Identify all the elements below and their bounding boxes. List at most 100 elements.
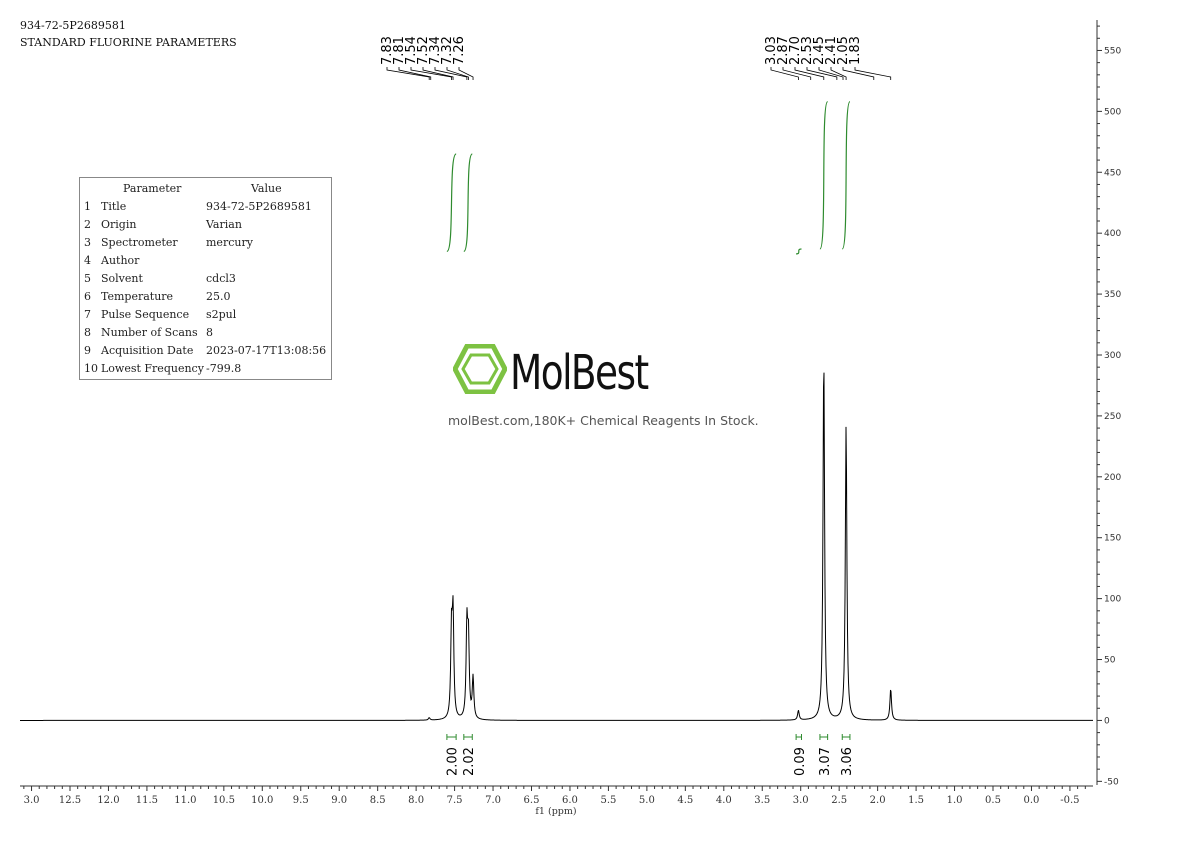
peak-label: 7.83 (380, 36, 395, 65)
parameter-row: 8 Number of Scans 8 (80, 324, 331, 342)
peak-label: 2.87 (776, 36, 791, 65)
param-name: Acquisition Date (101, 344, 194, 357)
integral-bracket (819, 734, 829, 740)
peak-label-leader (446, 67, 469, 80)
integral-label: 3.07 (818, 747, 833, 776)
spectrum-line (20, 372, 1093, 721)
peak-label-leader (830, 67, 847, 80)
parameter-row: 2 Origin Varian (80, 216, 331, 234)
y-tick-label: 0 (1104, 716, 1110, 726)
x-tick-label: 1.5 (908, 795, 924, 806)
peak-label-leader (422, 67, 454, 80)
y-tick-label: 150 (1104, 534, 1121, 544)
row-number: 5 (84, 272, 91, 285)
peak-label: 7.52 (416, 36, 431, 65)
param-value: 8 (206, 326, 213, 339)
x-tick-label: 5.5 (600, 795, 616, 806)
parameter-row: 9 Acquisition Date 2023-07-17T13:08:56 (80, 342, 331, 360)
y-tick-label: 50 (1104, 656, 1116, 666)
row-number: 8 (84, 326, 91, 339)
x-tick-label: 3.0 (24, 795, 40, 806)
integral-bracket (463, 734, 473, 740)
peak-label: 7.81 (392, 36, 407, 65)
x-tick-label: 2.5 (831, 795, 847, 806)
row-number: 7 (84, 308, 91, 321)
peak-label: 7.32 (440, 36, 455, 65)
param-name: Number of Scans (101, 326, 198, 339)
x-tick-label: 6.5 (524, 795, 540, 806)
param-value: Varian (206, 218, 242, 231)
integral-bracket (446, 734, 457, 740)
peak-label-leader (854, 67, 892, 80)
peak-label-leader (782, 67, 812, 80)
peak-label-leader (770, 67, 799, 80)
parameter-table-header: Parameter Value (80, 180, 331, 198)
x-tick-label: 1.0 (947, 795, 963, 806)
watermark-brand: MolBest (510, 345, 649, 401)
peak-label: 2.41 (824, 36, 839, 65)
integral-label: 0.09 (793, 747, 808, 776)
y-tick-label: 200 (1104, 473, 1121, 483)
x-tick-label: 9.0 (331, 795, 347, 806)
parameter-row: 6 Temperature 25.0 (80, 288, 331, 306)
molbest-logo-icon (453, 344, 507, 394)
param-name: Spectrometer (101, 236, 178, 249)
y-tick-label: -50 (1104, 777, 1119, 787)
parameter-row: 3 Spectrometer mercury (80, 234, 331, 252)
watermark-tagline: molBest.com,180K+ Chemical Reagents In S… (448, 413, 759, 428)
row-number: 9 (84, 344, 91, 357)
param-name: Pulse Sequence (101, 308, 190, 321)
x-tick-label: 11.5 (136, 795, 158, 806)
row-number: 10 (84, 362, 98, 375)
row-number: 3 (84, 236, 91, 249)
peak-label-leader (842, 67, 875, 80)
x-tick-label: 5.0 (639, 795, 655, 806)
x-tick-label: 3.5 (754, 795, 770, 806)
header-value: Value (251, 182, 282, 195)
x-tick-label: 8.5 (370, 795, 386, 806)
x-tick-label: 0.0 (1024, 795, 1040, 806)
x-tick-label: 12.0 (97, 795, 119, 806)
param-value: 2023-07-17T13:08:56 (206, 344, 327, 357)
integral-curve (463, 153, 473, 253)
peak-label: 2.45 (812, 36, 827, 65)
param-name: Origin (101, 218, 137, 231)
param-name: Author (101, 254, 140, 267)
integral-label: 2.00 (446, 747, 461, 776)
row-number: 6 (84, 290, 91, 303)
integral-curve (446, 153, 457, 253)
parameter-row: 1 Title 934-72-5P2689581 (80, 198, 331, 216)
x-tick-label: 10.0 (251, 795, 273, 806)
peak-label-leader (458, 67, 474, 80)
x-axis-title: f1 (ppm) (535, 806, 576, 817)
param-value: s2pul (206, 308, 237, 321)
param-name: Lowest Frequency (101, 362, 204, 375)
x-tick-label: 4.0 (716, 795, 732, 806)
x-tick-label: 3.0 (793, 795, 809, 806)
y-tick-label: 300 (1104, 351, 1121, 361)
peak-label: 2.53 (800, 36, 815, 65)
x-tick-label: 2.0 (870, 795, 886, 806)
integral-curve (819, 101, 829, 250)
x-tick-label: 11.0 (174, 795, 196, 806)
peak-label-leader (398, 67, 432, 80)
peak-label: 2.70 (788, 36, 803, 65)
x-tick-label: 0.5 (985, 795, 1001, 806)
row-number: 1 (84, 200, 91, 213)
parameter-row: 10 Lowest Frequency -799.8 (80, 360, 331, 378)
x-tick-label: 9.5 (293, 795, 309, 806)
x-tick-label: -0.5 (1060, 795, 1079, 806)
param-value: mercury (206, 236, 253, 249)
header-parameter: Parameter (123, 182, 182, 195)
x-tick-label: 10.5 (213, 795, 235, 806)
y-tick-label: 350 (1104, 290, 1121, 300)
peak-label: 7.34 (428, 36, 443, 65)
integral-curve (841, 101, 851, 250)
param-value: 25.0 (206, 290, 231, 303)
x-tick-label: 4.5 (677, 795, 693, 806)
x-tick-label: 6.0 (562, 795, 578, 806)
param-value: -799.8 (206, 362, 242, 375)
peak-label-leader (386, 67, 430, 80)
peak-label: 7.26 (452, 36, 467, 65)
